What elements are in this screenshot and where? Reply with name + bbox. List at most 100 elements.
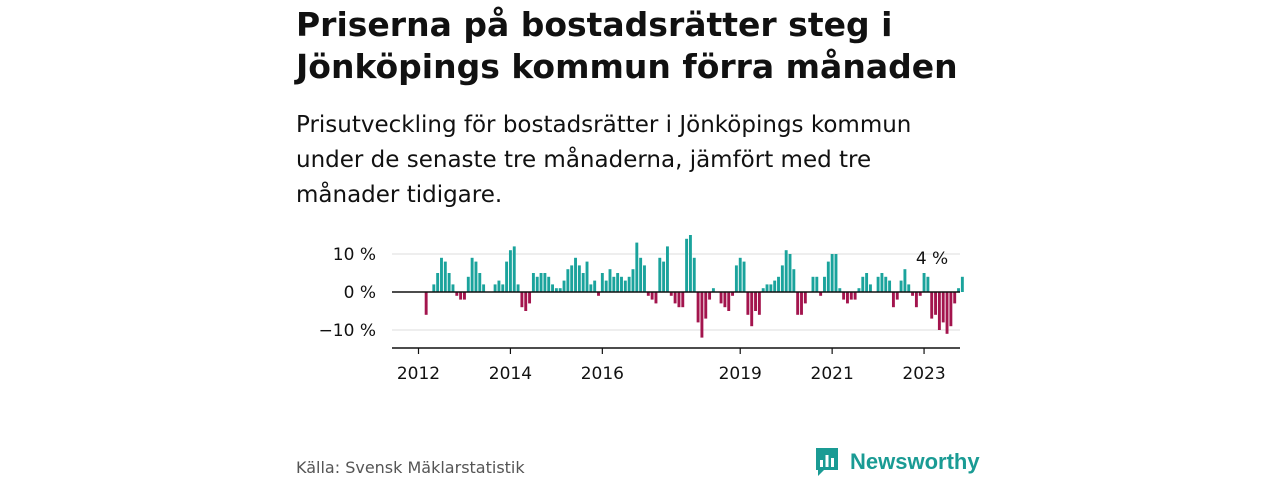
x-tick-label: 2016 [581,364,624,384]
bar [819,292,823,296]
bar [696,292,700,323]
bar [658,257,662,292]
bar [911,292,915,296]
bar [800,292,803,315]
bar [474,261,478,292]
bar [432,284,436,292]
bar [512,246,516,292]
bar [516,284,520,292]
bar-chart: 10 % 0 % −10 % 2012 2014 2016 2019 2021 2023 4 … [319,235,964,384]
bar [681,292,685,308]
bar [692,257,696,292]
bar [937,292,941,330]
bar [784,250,788,292]
bar [777,276,780,292]
y-axis-labels: 10 % 0 % −10 % [319,245,376,341]
bar [849,292,853,300]
bar [914,292,918,308]
bar [868,284,872,292]
x-tick-label: 2021 [811,364,854,384]
bar [688,235,692,292]
bar [482,284,486,292]
bar [650,292,654,300]
bar [876,276,880,292]
bar [646,292,650,296]
bar [631,269,635,292]
bar [524,292,528,311]
bars [424,235,964,338]
bar [838,288,842,292]
bar [497,280,501,292]
x-tick-label: 2012 [397,364,440,384]
bar [865,273,869,292]
bar [826,261,830,292]
bar [926,276,930,292]
bar [907,284,911,292]
bar [620,276,623,292]
bar [424,292,428,315]
bar [757,292,761,315]
bar [451,284,455,292]
bar [639,257,643,292]
bar [669,292,673,296]
bar [589,284,593,292]
bar [531,273,535,292]
bar [853,292,857,300]
bar [899,280,903,292]
bar [765,284,769,292]
bar [463,292,466,300]
bar [723,292,727,308]
source-note: Källa: Svensk Mäklarstatistik [296,458,525,477]
bar [577,265,581,292]
bar [857,288,861,292]
chart-subtitle: Prisutveckling för bostadsrätter i Jönkö… [296,112,912,208]
bar [459,292,463,300]
bar [738,257,742,292]
bar [761,288,765,292]
bar [746,292,750,315]
axes [392,291,960,349]
bar [719,292,723,304]
bar [711,288,715,292]
newsworthy-logo: Newsworthy [814,446,980,478]
x-tick-label: 2023 [902,364,945,384]
bar [612,276,616,292]
bar [551,284,554,292]
bar [554,288,558,292]
bar [918,292,922,296]
x-tick-label: 2019 [719,364,762,384]
x-tick-label: 2014 [489,364,532,384]
bar [539,273,543,292]
bar [616,273,620,292]
bar [600,273,604,292]
bar [880,273,884,292]
latest-value-label: 4 % [916,249,948,269]
bar [662,261,666,292]
bar [593,280,597,292]
bar [953,292,957,304]
bar [788,254,792,292]
bar [562,280,566,292]
bar [685,238,689,292]
bar [708,292,712,300]
bar [792,269,796,292]
bar [842,292,846,300]
bar [941,292,945,323]
bar [773,280,777,292]
bar [769,284,773,292]
bar [570,265,574,292]
bar [811,276,815,292]
bar [547,276,551,292]
bar [470,257,474,292]
newsworthy-logo-text: Newsworthy [850,449,980,474]
bar [666,246,669,292]
bar [895,292,899,300]
bar [934,292,937,315]
newsworthy-logo-icon [816,448,838,476]
bar [520,292,524,308]
bar [581,273,585,292]
bar [823,276,826,292]
bar [643,265,646,292]
bar [903,269,907,292]
bar [888,280,892,292]
